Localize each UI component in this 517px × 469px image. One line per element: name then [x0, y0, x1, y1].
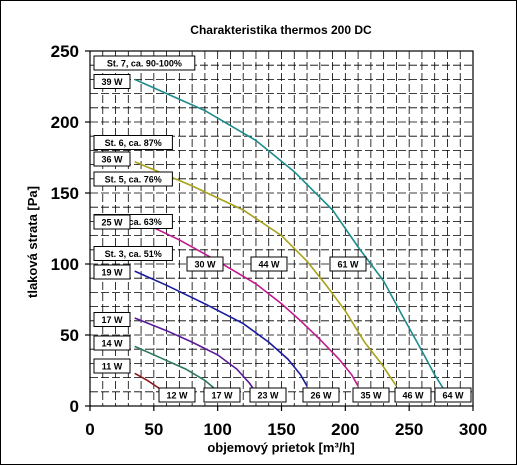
y-axis-title: tlaková strata [Pa]: [25, 186, 40, 298]
mid-power-label: 61 W: [337, 260, 359, 270]
x-tick-label: 300: [459, 420, 487, 439]
stage-label: St. 6, ca. 87%: [105, 138, 162, 148]
end-power-label-box: [434, 387, 472, 403]
start-power-label: 25 W: [101, 218, 123, 228]
start-power-label: 36 W: [101, 155, 123, 165]
start-power-label: 14 W: [101, 339, 123, 349]
mid-power-label-box: [250, 256, 288, 272]
x-axis-title: objemový prietok [m³/h]: [207, 440, 354, 455]
y-tick-label: 250: [51, 42, 79, 61]
series-line-2: [134, 345, 216, 390]
series-line-6: [134, 161, 398, 387]
chart-title: Charakteristika thermos 200 DC: [190, 23, 372, 37]
plot-area: 0 50 100 150 200 250 300 0 50 100 150 200 250 St. 7, …: [51, 42, 488, 439]
x-tick-label: 200: [331, 420, 359, 439]
stage-label: St. 7, ca. 90-100%: [107, 59, 182, 69]
series-line-5: [134, 217, 359, 387]
mid-power-label-box: [186, 256, 224, 272]
end-power-label-box: [158, 387, 196, 403]
y-tick-label: 200: [51, 113, 79, 132]
start-power-label: 39 W: [101, 77, 123, 87]
end-power-label-box: [249, 387, 287, 403]
stage-label-box: [93, 246, 173, 261]
end-power-label: 46 W: [402, 391, 424, 401]
x-tick-label: 250: [395, 420, 423, 439]
start-power-label-box: [93, 74, 131, 89]
end-power-label: 17 W: [211, 391, 233, 401]
x-tick-label: 150: [267, 420, 295, 439]
series-line-7: [134, 78, 445, 390]
end-power-label: 26 W: [310, 391, 332, 401]
stage-label-box: [93, 135, 173, 150]
mid-power-label: 44 W: [258, 260, 280, 270]
y-tick-label: 100: [51, 255, 79, 274]
start-power-label: 11 W: [102, 362, 123, 372]
start-power-label-box: [93, 312, 131, 327]
mid-power-label: 30 W: [194, 260, 216, 270]
start-power-label-box: [93, 335, 131, 351]
end-power-label: 35 W: [360, 391, 382, 401]
start-power-label-box: [93, 214, 131, 230]
end-power-label-box: [302, 387, 340, 403]
start-power-label-box: [93, 358, 131, 374]
x-tick-label: 0: [85, 420, 94, 439]
start-power-label: 17 W: [101, 315, 123, 325]
stage-label: St. 5, ca. 76%: [105, 175, 162, 185]
stage-label: St. 4, ca. 63%: [105, 217, 162, 227]
series-line-4: [134, 270, 308, 387]
series-line-1: [134, 372, 161, 390]
end-power-label-box: [203, 387, 241, 403]
start-power-label-box: [93, 151, 131, 167]
x-tick-label: 50: [144, 420, 163, 439]
end-power-label: 64 W: [442, 391, 464, 401]
end-power-label-box: [352, 387, 390, 403]
series-line-3: [134, 317, 255, 390]
end-power-label: 12 W: [166, 391, 188, 401]
stage-label-box: [93, 55, 196, 71]
start-power-label: 19 W: [101, 268, 123, 278]
y-tick-label: 150: [51, 184, 79, 203]
start-power-label-box: [93, 264, 131, 280]
end-power-label: 23 W: [257, 391, 279, 401]
end-power-label-box: [394, 387, 432, 403]
y-tick-label: 0: [70, 397, 79, 416]
y-tick-label: 50: [60, 326, 79, 345]
x-tick-label: 100: [203, 420, 231, 439]
stage-label-box: [93, 171, 173, 187]
mid-power-label-box: [329, 256, 367, 272]
stage-label: St. 3, ca. 51%: [105, 249, 162, 259]
